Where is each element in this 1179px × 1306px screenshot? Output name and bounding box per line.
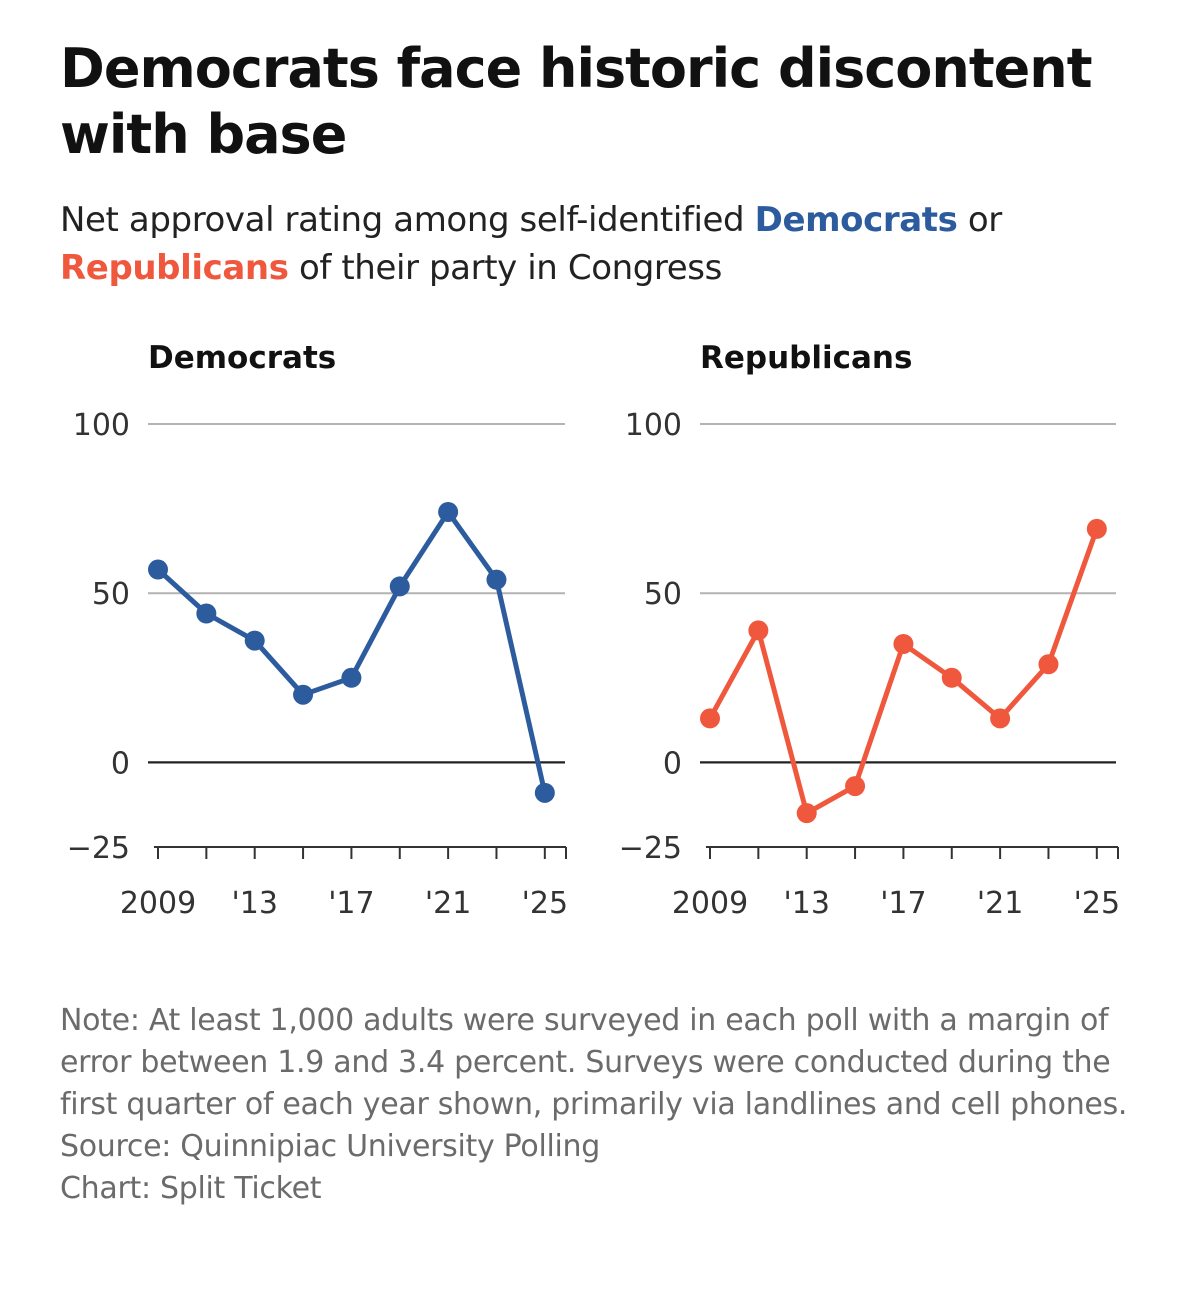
republicans-x-tick-label: '25 [1074, 886, 1120, 921]
republicans-data-point [845, 776, 866, 797]
republicans-x-tick-label: '17 [880, 886, 926, 921]
credit-text: Chart: Split Ticket [60, 1171, 322, 1206]
democrats-x-tick-label: '13 [231, 886, 277, 921]
democrats-data-point [486, 569, 507, 590]
republicans-panel: Republicans 100 50 0 −25 2009 '13 '17 '21 '25 [619, 340, 1120, 921]
democrats-series-line [155, 509, 548, 796]
democrats-data-point [534, 782, 555, 803]
democrats-data-point [148, 559, 168, 580]
democrats-y-tick-label: −25 [67, 831, 130, 866]
republicans-x-tick-label: '13 [783, 886, 829, 921]
democrats-y-tick-label: 0 [111, 746, 130, 781]
chart-subtitle: Net approval rating among self-identifie… [60, 196, 1140, 292]
democrats-data-point [438, 501, 459, 522]
republicans-data-point [941, 667, 962, 688]
democrats-panel: Democrats 100 50 0 −25 2009 '13 '17 '21 '25 [67, 340, 568, 921]
democrats-data-point [196, 603, 217, 624]
republicans-y-tick-label: 100 [625, 408, 682, 443]
republicans-y-tick-label: 50 [644, 577, 682, 612]
small-multiples-chart: Democrats 100 50 0 −25 2009 '13 '17 '21 '25 Repub… [67, 340, 1120, 921]
subtitle-democrats-label: Democrats [754, 200, 958, 240]
democrats-x-tick-label: '25 [522, 886, 568, 921]
republicans-data-point [893, 633, 914, 654]
democrats-y-tick-label: 50 [92, 577, 130, 612]
republicans-data-point [1038, 654, 1059, 675]
democrats-x-tick-label: '21 [425, 886, 471, 921]
democrats-panel-title: Democrats [148, 340, 336, 376]
chart-title: Democrats face historic discontent with … [60, 37, 1093, 166]
republicans-x-tick-label: '21 [977, 886, 1023, 921]
democrats-data-point [389, 576, 410, 597]
republicans-data-point [990, 708, 1011, 729]
chart-notes: Note: At least 1,000 adults were surveye… [60, 1000, 1140, 1210]
republicans-y-tick-label: −25 [619, 831, 682, 866]
republicans-panel-title: Republicans [700, 340, 912, 376]
republicans-y-tick-label: 0 [663, 746, 682, 781]
republicans-x-tick-label: 2009 [672, 886, 748, 921]
republicans-data-point [796, 803, 817, 824]
democrats-data-point [293, 684, 314, 705]
republicans-series-line [707, 526, 1100, 816]
subtitle-republicans-label: Republicans [60, 248, 289, 288]
subtitle-text-before: Net approval rating among self-identifie… [60, 200, 755, 240]
subtitle-text-middle: or [957, 200, 1002, 240]
republicans-data-point [748, 620, 769, 641]
note-text: Note: At least 1,000 adults were surveye… [60, 1003, 1128, 1122]
source-text: Source: Quinnipiac University Polling [60, 1129, 601, 1164]
democrats-x-tick-label: 2009 [120, 886, 196, 921]
democrats-x-tick-label: '17 [328, 886, 374, 921]
democrats-y-tick-label: 100 [73, 408, 130, 443]
subtitle-text-after: of their party in Congress [288, 248, 722, 288]
republicans-data-point [700, 708, 720, 729]
democrats-data-point [341, 667, 362, 688]
republicans-data-point [1086, 518, 1107, 539]
democrats-data-point [244, 630, 265, 651]
